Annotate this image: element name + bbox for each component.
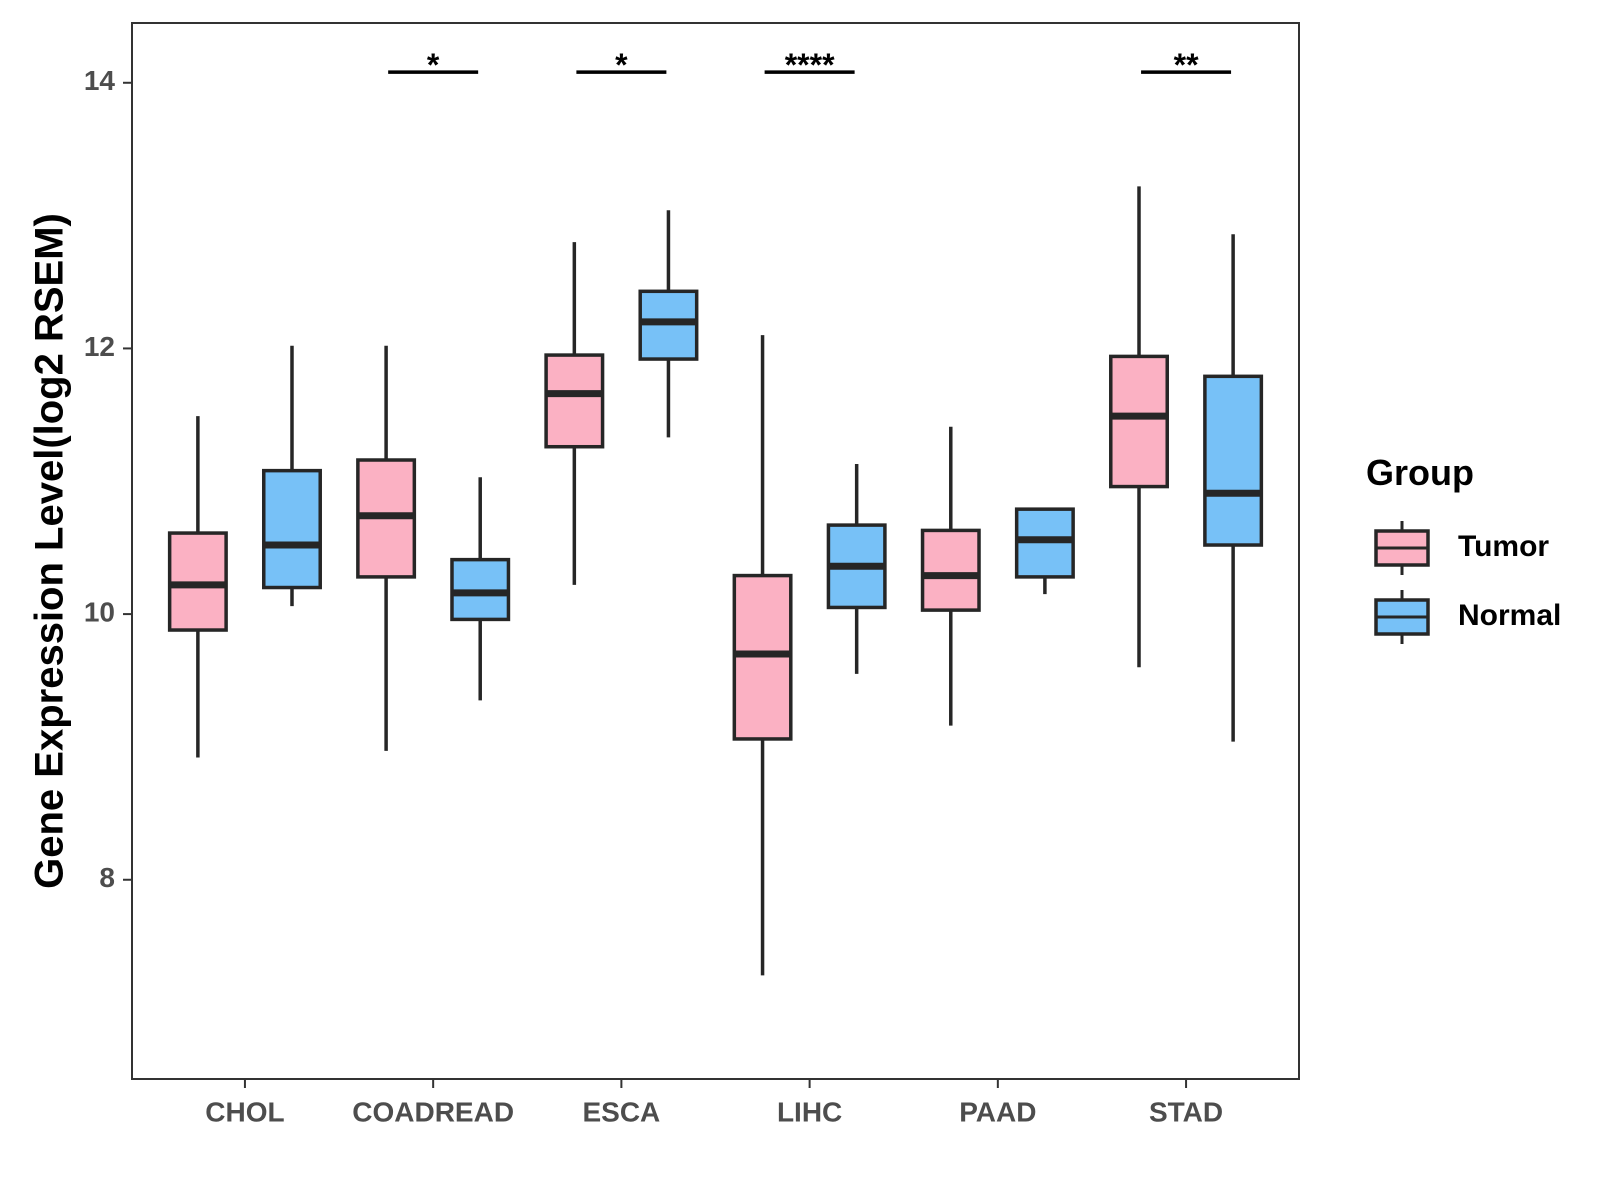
- y-tick-label: 8: [99, 862, 115, 893]
- legend-label-normal: Normal: [1458, 599, 1561, 632]
- x-tick-label: LIHC: [777, 1096, 842, 1127]
- x-tick-label: COADREAD: [352, 1096, 514, 1127]
- tumor-box-paad: [920, 528, 981, 612]
- x-tick-label: STAD: [1149, 1096, 1223, 1127]
- normal-box-chol: [262, 468, 322, 590]
- significance-label: *: [427, 47, 440, 83]
- tumor-box-esca: [544, 353, 605, 449]
- significance-layer: * * **** **: [388, 47, 1232, 83]
- y-axis: 8 10 12 14: [84, 65, 132, 893]
- legend-title: Group: [1366, 452, 1474, 493]
- x-tick-label: ESCA: [582, 1096, 660, 1127]
- significance-label: **: [1174, 47, 1199, 83]
- y-tick-label: 14: [84, 65, 116, 96]
- legend: Group Tumor Normal: [1366, 452, 1561, 644]
- significance-label: ****: [785, 47, 835, 83]
- significance-label: *: [615, 47, 628, 83]
- box-layer: [167, 186, 1264, 976]
- x-tick-label: PAAD: [959, 1096, 1036, 1127]
- panel-border: [131, 22, 1300, 1080]
- normal-box-stad: [1203, 374, 1264, 547]
- x-axis: CHOL COADREAD ESCA LIHC PAAD STAD: [205, 1079, 1223, 1127]
- y-tick-label: 10: [84, 596, 115, 627]
- legend-label-tumor: Tumor: [1458, 530, 1549, 563]
- tumor-box-stad: [1109, 354, 1169, 489]
- y-tick-label: 12: [84, 331, 115, 362]
- y-axis-title: Gene Expression Level(log2 RSEM): [28, 213, 72, 889]
- x-tick-label: CHOL: [205, 1096, 284, 1127]
